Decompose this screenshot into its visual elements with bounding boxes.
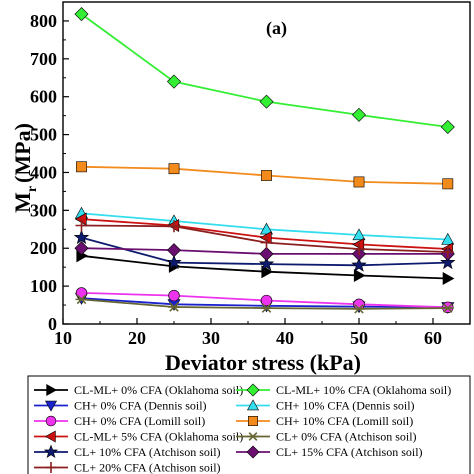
- series-9-point: [73, 229, 90, 245]
- series-11-point: [353, 242, 365, 255]
- legend-item-3-label: CH+ 0% CFA (Dennis soil): [74, 399, 207, 413]
- x-tick-label: 30: [202, 328, 220, 348]
- series-6-point: [261, 170, 272, 181]
- y-tick-label: 600: [30, 87, 57, 107]
- series-2-point: [351, 107, 367, 122]
- x-tick-label: 10: [54, 328, 72, 348]
- legend: CL-ML+ 0% CFA (Oklahoma soil) CL-ML+ 10% …: [27, 375, 471, 474]
- series-4-point: [441, 232, 455, 245]
- series-8-point: [353, 304, 365, 314]
- series-10-point: [74, 241, 89, 256]
- y-tick-label: 100: [30, 276, 57, 296]
- series-6-point: [76, 161, 87, 173]
- legend-item-5-marker: [45, 415, 57, 427]
- y-axis-title-unit: (MPa): [10, 123, 35, 183]
- legend-item-2-label: CL-ML+ 10% CFA (Oklahoma soil): [276, 383, 451, 397]
- legend-item-4-marker: [246, 399, 260, 411]
- series-11-point: [168, 220, 180, 233]
- legend-item-7-marker: [44, 430, 56, 443]
- legend-item-10-label: CL+ 15% CFA (Atchison soil): [276, 445, 423, 459]
- series-11-point: [260, 236, 273, 249]
- series-6-point: [353, 176, 365, 188]
- x-tick-label: 40: [276, 328, 294, 348]
- series-5-point: [168, 289, 180, 302]
- y-tick-label: 700: [30, 49, 57, 69]
- series-8-point: [168, 302, 180, 312]
- panel-label: (a): [266, 18, 287, 39]
- legend-item-6-marker: [248, 416, 258, 426]
- series-9-point: [166, 254, 182, 270]
- legend-item-3-marker: [44, 400, 58, 412]
- series-2-point: [166, 74, 182, 89]
- x-tick-label: 60: [424, 328, 442, 348]
- x-tick-label: 20: [128, 328, 146, 348]
- legend-item-9-marker: [43, 444, 59, 459]
- series-10-point: [166, 243, 182, 258]
- legend-item-6-label: CH+ 10% CFA (Lomill soil): [276, 414, 413, 428]
- y-tick-label: 0: [48, 314, 57, 334]
- series-2-point: [74, 7, 89, 22]
- series-6-point: [442, 178, 454, 190]
- svg-text:Mr(MPa): Mr (MPa): [10, 123, 40, 213]
- series-1-point: [353, 269, 366, 283]
- series-8-point: [260, 303, 273, 313]
- y-axis-title: Mr (MPa): [10, 123, 40, 213]
- series-2-point: [259, 94, 274, 109]
- legend-item-8-marker: [247, 432, 259, 441]
- y-tick-label: 400: [30, 162, 57, 182]
- series-1-point: [442, 272, 455, 286]
- series-11-point: [441, 246, 454, 259]
- series-9-point: [351, 257, 367, 272]
- series-8-point: [441, 303, 454, 313]
- series-5-point: [260, 294, 273, 307]
- legend-item-10-marker: [246, 445, 260, 459]
- legend-item-4-label: CH+ 10% CFA (Dennis soil): [276, 399, 415, 413]
- legend-item-7-label: CL-ML+ 5% CFA (Oklahoma soil): [74, 430, 243, 444]
- legend-item-2-marker: [246, 383, 260, 397]
- y-tick-label: 200: [30, 238, 57, 258]
- series-10-point: [259, 246, 274, 261]
- series-2-line: [80, 13, 448, 128]
- legend-item-5-label: CH+ 0% CFA (Lomill soil): [74, 414, 205, 428]
- y-axis-title-main: M: [10, 192, 35, 213]
- plot-frame: [62, 1, 471, 325]
- series-4-point: [352, 228, 366, 241]
- legend-item-8-label: CL+ 0% CFA (Atchison soil): [276, 430, 417, 444]
- series-9-point: [258, 256, 275, 271]
- x-tick-label: 50: [350, 328, 368, 348]
- legend-item-1-label: CL-ML+ 0% CFA (Oklahoma soil): [74, 383, 243, 397]
- series-2-point: [440, 119, 455, 135]
- y-tick-label: 300: [30, 200, 57, 220]
- series-6-point: [168, 163, 180, 175]
- series-11-point: [75, 219, 88, 232]
- y-axis-title-sub: r: [25, 186, 40, 192]
- x-axis-title: Deviator stress (kPa): [165, 350, 361, 375]
- y-tick-label: 800: [30, 11, 57, 31]
- y-tick-label: 500: [30, 125, 57, 145]
- legend-item-1-marker: [46, 383, 58, 397]
- legend-item-11-marker: [45, 462, 57, 473]
- series-9-point: [440, 254, 456, 270]
- legend-item-11-label: CL+ 20% CFA (Atchison soil): [74, 461, 221, 474]
- legend-item-9-label: CL+ 10% CFA (Atchison soil): [74, 445, 221, 459]
- series-8-point: [75, 294, 88, 305]
